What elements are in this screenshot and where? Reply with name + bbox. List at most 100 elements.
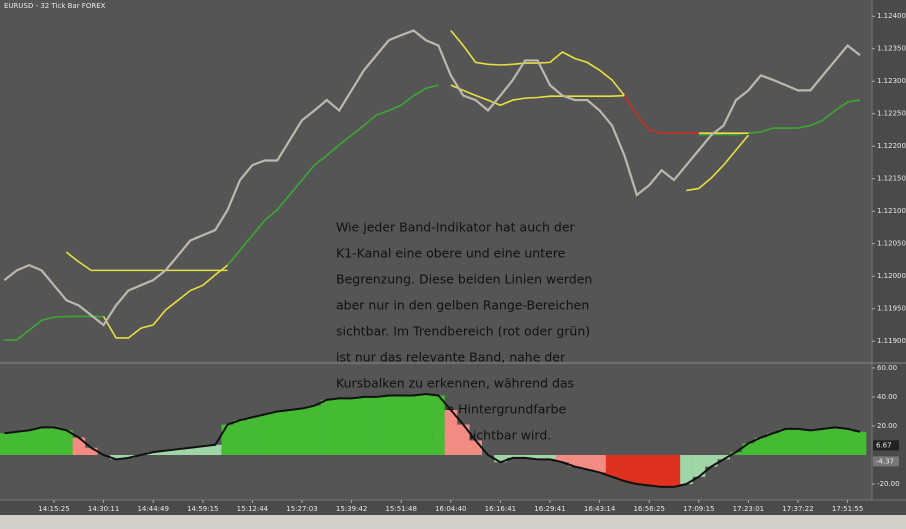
histogram-bar — [841, 428, 854, 455]
histogram-bar — [295, 408, 309, 455]
x-tick-label: 16:29:41 — [534, 505, 565, 513]
histogram-bar — [382, 395, 396, 455]
y-tick-label: 1.12050 — [877, 240, 906, 248]
histogram-bar — [345, 398, 358, 455]
y-tick-label: 1.12300 — [877, 77, 906, 85]
histogram-bar — [457, 424, 470, 455]
histogram-bar — [494, 455, 507, 463]
histogram-bar — [469, 440, 482, 455]
histogram-bar — [680, 455, 693, 485]
histogram-bar — [519, 455, 532, 458]
x-tick-label: 16:56:25 — [633, 505, 664, 513]
histogram-bar — [171, 449, 185, 455]
histogram-bar — [407, 395, 420, 455]
histogram-bar — [246, 417, 259, 455]
histogram-bar — [816, 428, 830, 455]
band-line — [698, 99, 861, 136]
histogram-bar — [804, 430, 817, 455]
y-tick-label: 1.12100 — [877, 207, 906, 215]
histogram-bar — [853, 431, 867, 455]
histogram-bar — [85, 447, 98, 455]
band-line — [686, 134, 750, 192]
annotation-line: aber nur in den gelben Range-Bereichen — [336, 298, 589, 313]
x-tick-label: 16:16:41 — [485, 505, 516, 513]
oscillator-line — [4, 393, 861, 488]
x-tick-label: 15:27:03 — [286, 505, 317, 513]
band-line — [65, 251, 228, 272]
y-tick-label: 60.00 — [877, 364, 897, 372]
y-tick-label: 1.11900 — [877, 337, 906, 345]
value-tag-label: 6.67 — [876, 441, 892, 449]
histogram-bar — [717, 455, 730, 460]
histogram-bar — [0, 433, 11, 455]
annotation-line: Kursbalken zu erkennen, während das — [336, 376, 574, 391]
histogram-bar — [767, 433, 780, 455]
chart-title: EURUSD - 32 Tick Bar FOREX — [4, 2, 106, 10]
y-tick-label: 40.00 — [877, 393, 897, 401]
y-tick-label: 1.12150 — [877, 175, 906, 183]
histogram-bar — [581, 455, 594, 470]
y-tick-label: 1.11950 — [877, 305, 906, 313]
histogram-bar — [333, 398, 346, 455]
histogram-bar — [283, 410, 296, 455]
x-tick-label: 14:15:25 — [38, 505, 69, 513]
histogram-bar — [643, 455, 656, 486]
histogram-bar — [47, 427, 61, 455]
histogram-bar — [196, 446, 210, 455]
histogram-bar — [829, 427, 842, 455]
histogram-bar — [320, 399, 334, 455]
histogram-bar — [60, 430, 73, 455]
histogram-bar — [705, 455, 718, 467]
histogram-bar — [729, 452, 743, 455]
x-tick-label: 17:09:15 — [683, 505, 714, 513]
histogram-bar — [791, 428, 805, 455]
histogram-bar — [258, 414, 272, 455]
histogram-bar — [432, 395, 445, 455]
band-line — [226, 84, 439, 266]
histogram-bar — [506, 455, 520, 458]
histogram-bar — [568, 455, 582, 467]
histogram-bar — [444, 410, 458, 455]
histogram-bar — [779, 428, 792, 455]
histogram-bar — [419, 394, 433, 455]
histogram-bar — [357, 396, 371, 455]
value-tag-label: -4.37 — [876, 457, 894, 465]
annotation-line: ist nur das relevante Band, nahe der — [336, 350, 566, 365]
histogram-bar — [370, 396, 383, 455]
histogram-bar — [271, 411, 284, 455]
histogram-bar — [72, 437, 86, 455]
y-tick-label: 1.12350 — [877, 45, 906, 53]
x-tick-label: 14:30:11 — [88, 505, 119, 513]
y-tick-label: 1.12200 — [877, 142, 906, 150]
histogram-bar — [655, 455, 668, 487]
band-line — [450, 84, 625, 107]
x-tick-label: 16:43:14 — [584, 505, 616, 513]
y-tick-label: -20.00 — [877, 480, 900, 488]
annotation-line: Begrenzung. Diese beiden Linien werden — [336, 272, 592, 287]
histogram-bar — [692, 455, 706, 477]
x-tick-label: 15:12:44 — [237, 505, 269, 513]
histogram-bar — [147, 452, 160, 455]
histogram-bar — [23, 430, 36, 455]
value-tag — [873, 456, 899, 467]
histogram-bar — [742, 443, 755, 455]
band-line — [450, 30, 626, 97]
histogram-bar — [159, 450, 172, 455]
histogram-bar — [184, 447, 197, 455]
histogram-bar — [618, 455, 631, 482]
x-tick-label: 15:51:48 — [385, 505, 416, 513]
value-tag — [873, 440, 899, 451]
y-tick-label: 1.12000 — [877, 272, 906, 280]
x-tick-label: 17:23:01 — [733, 505, 764, 513]
price-line — [3, 29, 861, 327]
y-tick-label: 1.12250 — [877, 110, 906, 118]
histogram-bar — [109, 455, 123, 460]
histogram-bar — [221, 424, 234, 455]
annotation-line: K1-Kanal eine obere und eine untere — [336, 246, 566, 261]
x-tick-label: 15:39:42 — [336, 505, 367, 513]
histogram-bar — [10, 431, 24, 455]
band-line — [623, 95, 699, 135]
histogram-bar — [593, 455, 606, 473]
histogram-bar — [630, 455, 644, 485]
histogram-bar — [233, 420, 247, 455]
